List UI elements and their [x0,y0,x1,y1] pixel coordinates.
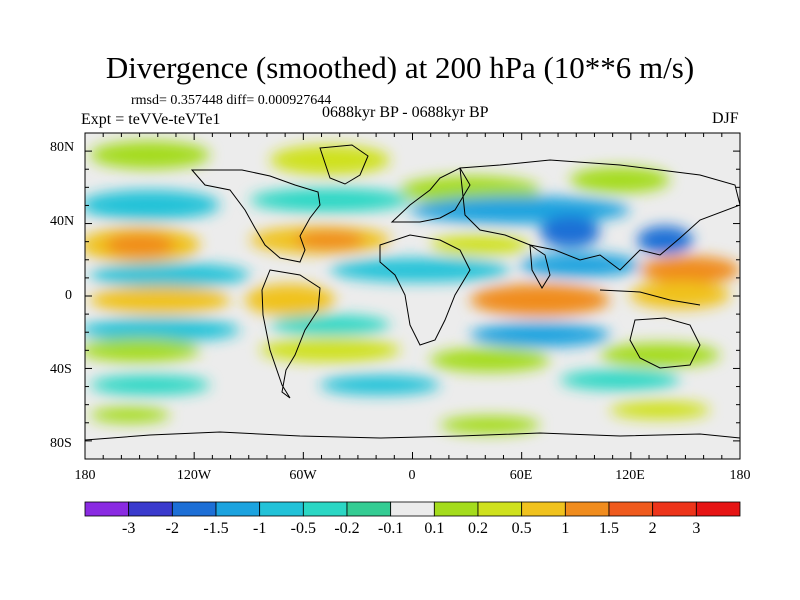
colorbar-label: -3 [121,520,136,537]
lon-label-60e: 60E [509,468,533,483]
colorbar-label: 0.2 [468,520,488,537]
colorbar-swatch [215,501,261,517]
colorbar-swatch [390,501,435,517]
colorbar-swatch [477,501,523,517]
colorbar-label: 0.5 [511,520,532,537]
colorbar-swatch [171,501,217,517]
colorbar-swatch [695,501,741,517]
colorbar-swatch [128,501,173,517]
stats-label: rmsd= 0.357448 diff= 0.000927644 [131,93,332,108]
colorbar-swatch [608,501,654,517]
colorbar-swatch [346,501,392,517]
colorbar-label: 1.5 [599,520,619,537]
lat-label-equator: 0 [65,288,72,303]
colorbar-swatch [433,501,479,517]
colorbar-label: -1.5 [203,520,229,537]
colorbar-swatch [302,501,348,517]
divergence-field [85,141,740,434]
lon-label-120e: 120E [615,468,645,483]
lon-label-60w: 60W [289,468,317,483]
lon-label-180w: 180 [74,468,96,483]
lat-label-40n: 40N [50,214,75,229]
colorbar-swatch [521,501,566,517]
colorbar [84,501,741,517]
colorbar-swatch [259,501,304,517]
colorbar-label: 0.1 [424,520,445,537]
lon-label-120w: 120W [176,468,212,483]
colorbar-label: 2 [648,520,657,537]
colorbar-swatch [84,501,130,517]
colorbar-label: -0.5 [290,520,316,537]
lon-label-180e: 180 [729,468,751,483]
map-title: Divergence (smoothed) at 200 hPa (10**6 … [105,50,695,85]
colorbar-label: -0.1 [377,520,404,537]
colorbar-label: 1 [561,520,570,537]
experiment-label: Expt = teVVe-teVTe1 [81,111,221,128]
colorbar-label: -0.2 [334,520,360,537]
colorbar-swatch [652,501,697,517]
period-label: 0688kyr BP - 0688kyr BP [322,104,489,121]
lon-label-0: 0 [408,468,416,483]
axis-ticks [84,132,741,460]
lat-label-80s: 80S [50,436,72,451]
map-plot-area [85,133,740,459]
colorbar-label: -2 [165,520,179,537]
lat-label-40s: 40S [50,362,72,377]
lat-label-80n: 80N [50,140,75,155]
colorbar-swatch [564,501,610,517]
coastlines [85,144,740,441]
colorbar-label: -1 [252,520,267,537]
colorbar-label: 3 [692,520,701,537]
season-label: DJF [712,110,739,127]
